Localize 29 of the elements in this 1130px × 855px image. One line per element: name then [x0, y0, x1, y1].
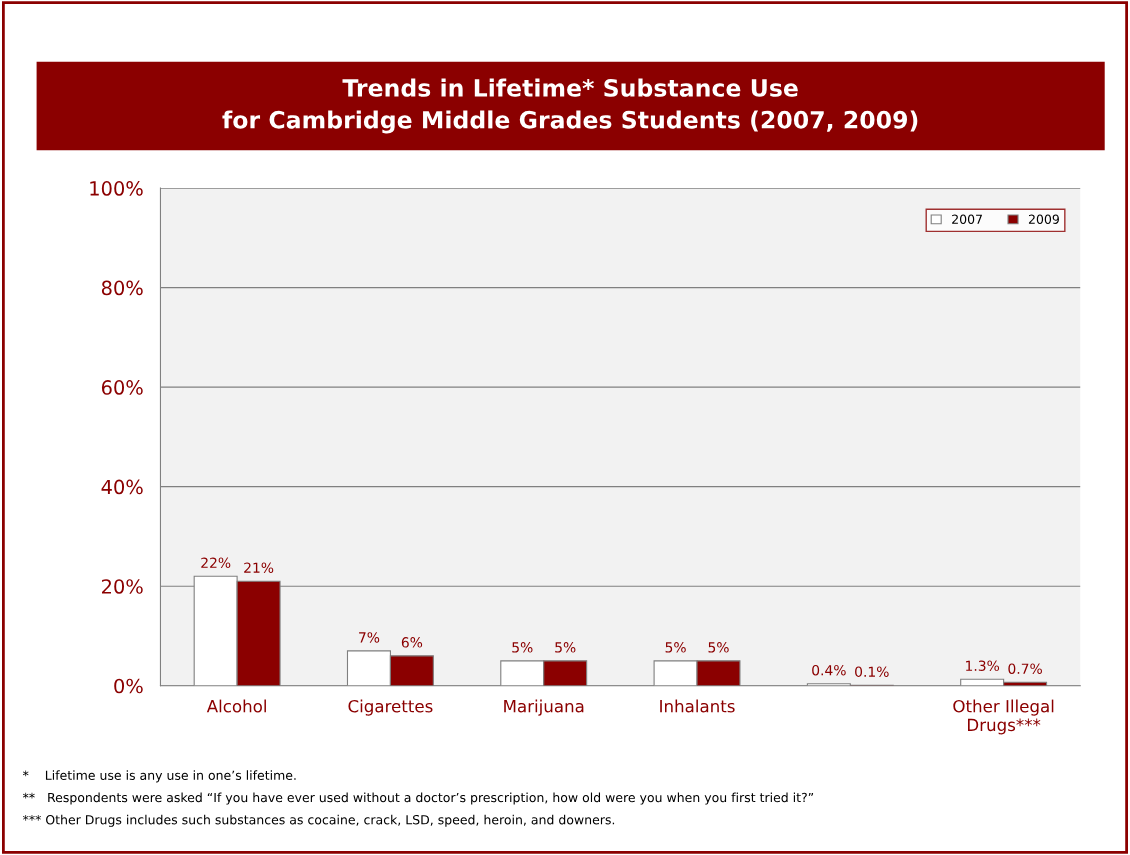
x-tick-label: Other Illegal Drugs***	[953, 699, 1054, 735]
x-tick-label: Marijuana	[504, 699, 584, 716]
data-label: 0.1%	[855, 666, 889, 677]
text: * Lifetime use is any use in one’s lifetime.	[22, 770, 296, 783]
y-tick-label: 0%	[114, 678, 143, 694]
y-tick-label: 100%	[90, 181, 143, 196]
legend-label: 2007	[952, 214, 982, 224]
y-tick-label: 20%	[102, 579, 143, 594]
x-tick-label: Alcohol	[206, 699, 266, 713]
data-label: 5%	[512, 642, 533, 653]
data-label: 5%	[708, 642, 729, 653]
legend-label: 2009	[1028, 214, 1059, 224]
x-tick-label: Cigarettes	[348, 699, 433, 716]
data-label: 1.3%	[966, 660, 1000, 671]
data-label: 21%	[244, 562, 274, 573]
text: ** Respondents were asked “If you have ever used without a doctor’s prescription, how old were you when you first tried it?”	[22, 792, 814, 805]
data-label: 22%	[201, 557, 231, 568]
x-tick-label: Inhalants	[660, 699, 735, 713]
data-label: 6%	[401, 637, 423, 648]
chart-title: Trends in Lifetime* Substance Use for Cambridge Middle Grades Students (2007, 2009)	[222, 78, 918, 134]
text: *** Other Drugs includes such substances as cocaine, crack, LSD, speed, heroin, and downers.	[22, 814, 615, 827]
y-tick-label: 40%	[101, 479, 143, 495]
y-tick-label: 60%	[101, 380, 143, 395]
data-label: 5%	[665, 642, 686, 653]
data-label: 5%	[555, 642, 576, 653]
data-label: 0.4%	[812, 664, 846, 676]
y-tick-label: 80%	[101, 280, 143, 296]
data-label: 0.7%	[1008, 663, 1042, 674]
data-label: 7%	[359, 632, 380, 643]
